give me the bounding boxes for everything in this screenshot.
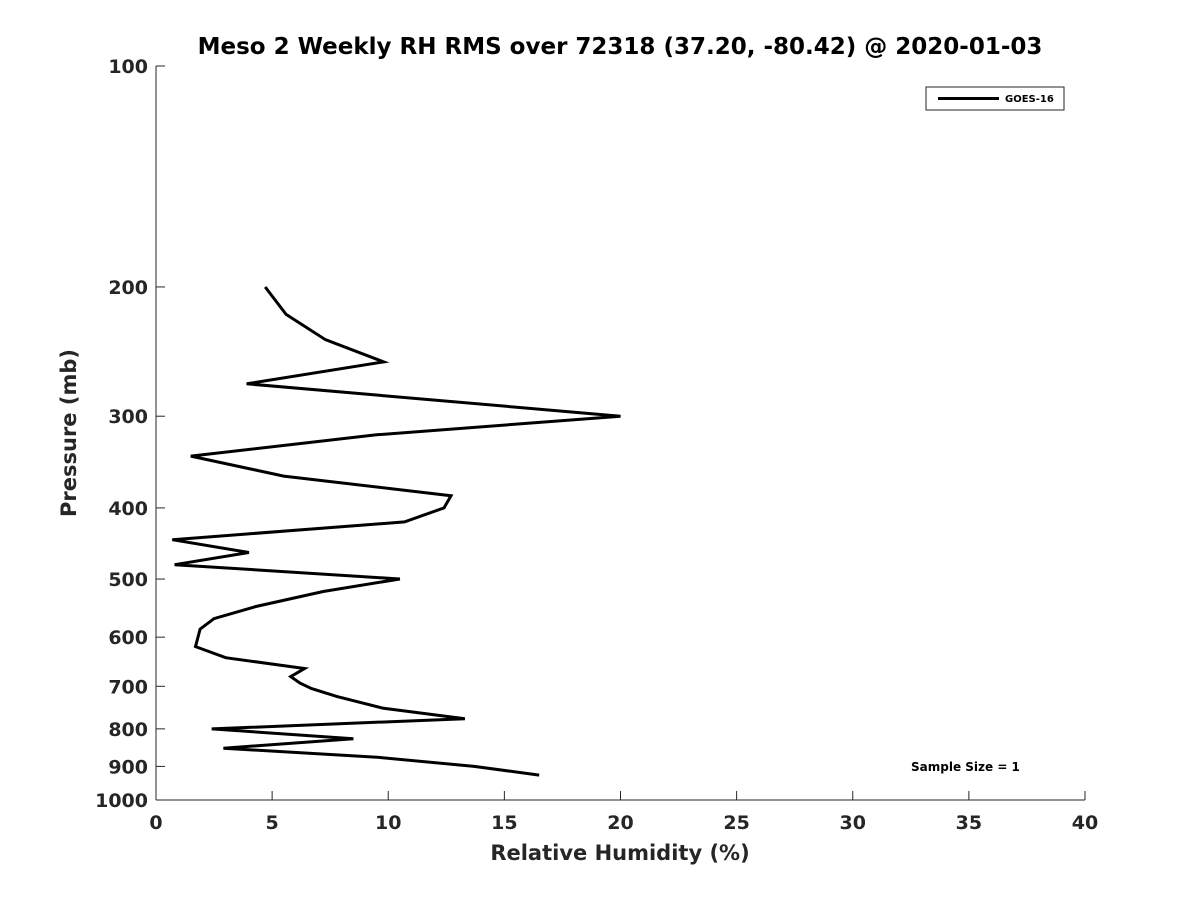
- y-tick-label: 600: [108, 627, 148, 649]
- y-tick-label: 100: [108, 56, 148, 78]
- y-tick-label: 500: [108, 569, 148, 591]
- x-tick-label: 35: [956, 812, 982, 834]
- x-tick-label: 5: [266, 812, 279, 834]
- x-tick-label: 0: [149, 812, 162, 834]
- y-axis-ticks: 100 200 300 400 500 600 700 800 900 1000: [95, 56, 165, 812]
- y-axis-label: Pressure (mb): [57, 349, 81, 517]
- chart-title: Meso 2 Weekly RH RMS over 72318 (37.20, …: [198, 34, 1043, 60]
- x-tick-label: 40: [1072, 812, 1098, 834]
- x-axis-ticks: 0 5 10 15 20 25 30 35 40: [149, 791, 1098, 834]
- legend: GOES-16: [925, 86, 1065, 111]
- legend-entry-goes-16: GOES-16: [1005, 94, 1054, 105]
- y-tick-label: 200: [108, 277, 148, 299]
- x-tick-label: 15: [491, 812, 517, 834]
- series-layer: [172, 286, 621, 777]
- y-tick-label: 300: [108, 406, 148, 428]
- x-tick-label: 25: [723, 812, 749, 834]
- y-tick-label: 700: [108, 676, 148, 698]
- x-tick-label: 20: [607, 812, 633, 834]
- y-tick-label: 800: [108, 719, 148, 741]
- x-axis-label: Relative Humidity (%): [490, 841, 749, 865]
- sample-size-annotation: Sample Size = 1: [911, 760, 1020, 774]
- x-tick-label: 30: [840, 812, 866, 834]
- x-tick-label: 10: [375, 812, 401, 834]
- y-tick-label: 900: [108, 756, 148, 778]
- y-tick-label: 400: [108, 498, 148, 520]
- y-tick-label: 1000: [95, 790, 148, 812]
- series-line-goes-16: [172, 286, 621, 777]
